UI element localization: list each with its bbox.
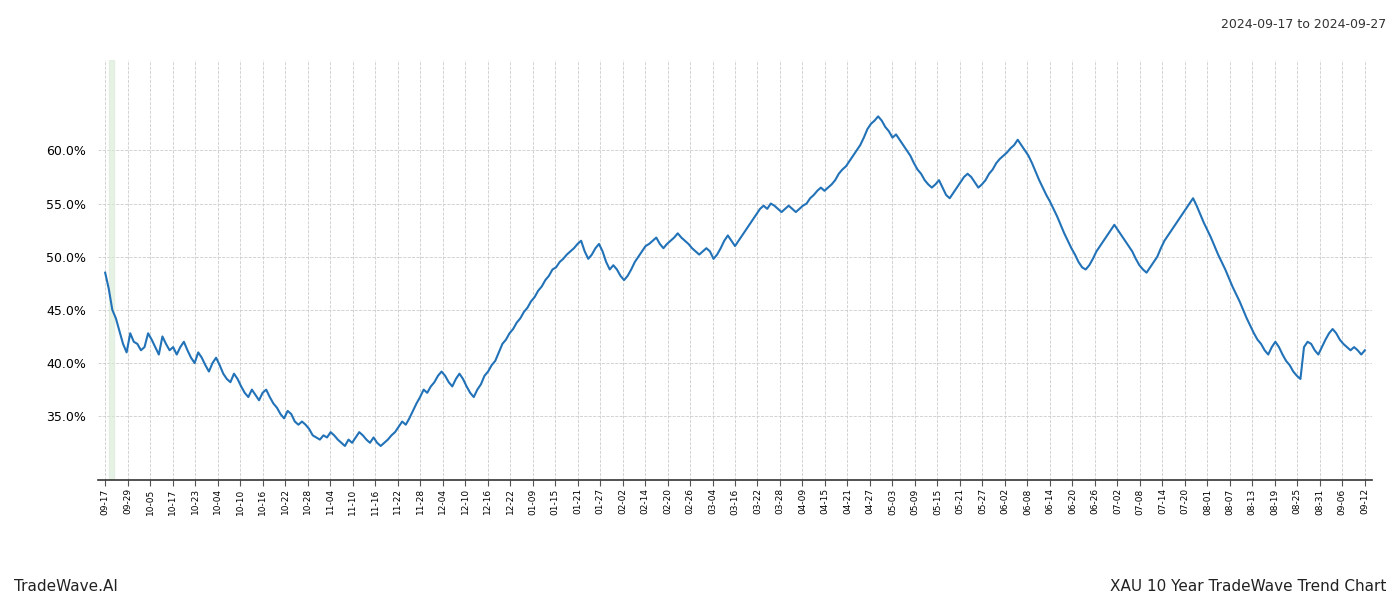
Text: XAU 10 Year TradeWave Trend Chart: XAU 10 Year TradeWave Trend Chart — [1110, 579, 1386, 594]
Text: TradeWave.AI: TradeWave.AI — [14, 579, 118, 594]
Bar — [109, 60, 115, 480]
Text: 2024-09-17 to 2024-09-27: 2024-09-17 to 2024-09-27 — [1221, 18, 1386, 31]
